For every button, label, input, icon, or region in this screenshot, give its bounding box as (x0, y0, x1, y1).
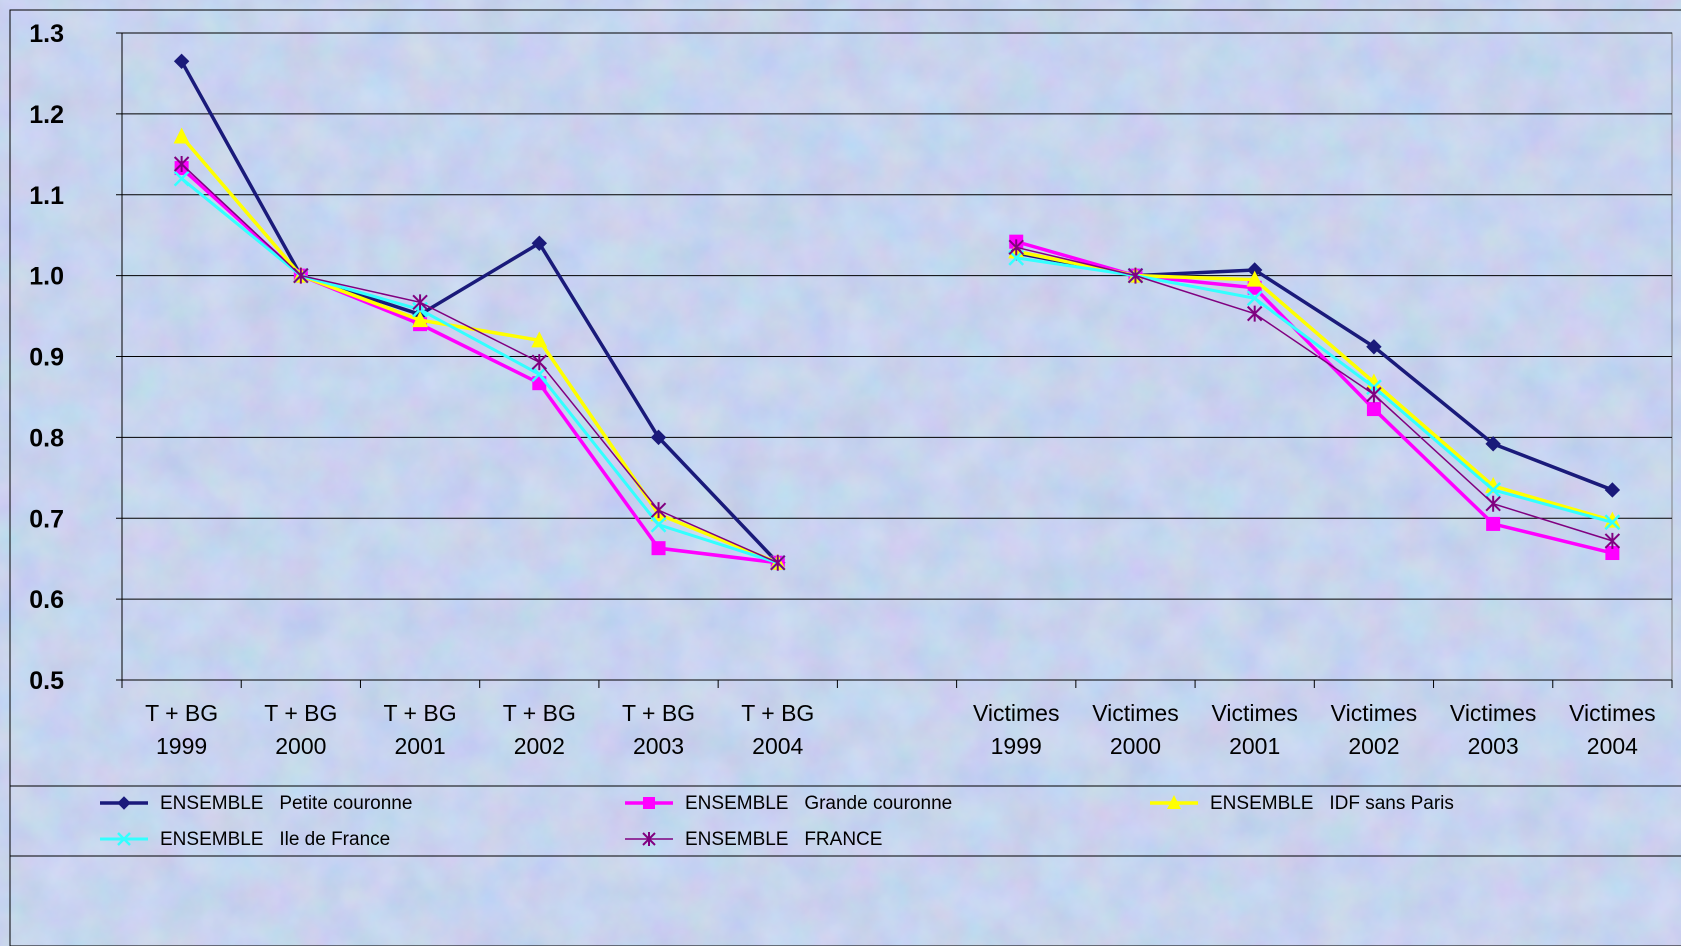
x-tick-label-year: 2003 (1468, 733, 1519, 759)
x-tick-label-year: 2002 (1348, 733, 1399, 759)
data-point (117, 796, 131, 810)
x-tick-label-year: 2001 (394, 733, 445, 759)
y-tick-label: 0.9 (29, 344, 64, 372)
grid (122, 32, 1672, 600)
series-line (181, 163, 779, 564)
legend-label: ENSEMBLE IDF sans Paris (1210, 793, 1454, 814)
legend-item: ENSEMBLE Grande couronne (625, 793, 952, 814)
legend-item: ENSEMBLE Petite couronne (100, 793, 412, 814)
data-point (1485, 436, 1501, 452)
y-tick-label: 0.8 (29, 424, 64, 452)
x-tick-label: T + BG (741, 700, 814, 726)
series-layer (173, 53, 1621, 571)
x-tick-label: T + BG (622, 700, 695, 726)
data-point (1366, 402, 1381, 417)
data-point (173, 127, 190, 144)
y-tick-label: 1.1 (29, 182, 64, 210)
data-point (173, 53, 190, 70)
x-axis: T + BG 1999 T + BG 2000 T + BG 2001 T + BG 2002… (121, 679, 1673, 759)
data-point (1246, 290, 1263, 307)
x-tick-label-year: 2001 (1229, 733, 1280, 759)
legend-item: ENSEMBLE IDF sans Paris (1150, 793, 1454, 814)
x-tick-label-year: 1999 (156, 733, 207, 759)
series-line (1016, 246, 1613, 542)
y-tick-label: 1.2 (29, 101, 64, 129)
series-line (180, 135, 779, 565)
x-tick-label-year: 2000 (1110, 733, 1161, 759)
data-point (1604, 482, 1621, 498)
data-point (1604, 514, 1621, 531)
x-tick-label-year: 2004 (752, 733, 803, 759)
data-point (650, 516, 667, 533)
data-point (1008, 239, 1024, 256)
series-line (1016, 256, 1613, 524)
data-point (643, 797, 655, 809)
x-tick-label: Victimes (1569, 700, 1656, 726)
data-point (650, 429, 667, 446)
x-tick-label: Victimes (1211, 700, 1298, 726)
data-point (651, 541, 666, 556)
data-point (117, 832, 131, 846)
series (173, 156, 1621, 571)
data-point (173, 170, 190, 187)
x-tick-label: T + BG (264, 700, 337, 726)
x-tick-label: Victimes (1331, 700, 1418, 726)
data-point (770, 554, 786, 571)
data-point (531, 331, 548, 348)
data-point (1604, 511, 1621, 528)
series-line (180, 177, 779, 565)
legend-box (9, 785, 1681, 857)
legend-label: ENSEMBLE Petite couronne (160, 793, 412, 814)
x-tick-label: Victimes (1092, 700, 1179, 726)
data-point (1167, 795, 1181, 809)
x-tick-label-year: 2003 (633, 733, 684, 759)
data-point (1246, 305, 1263, 322)
data-point (1366, 386, 1382, 403)
y-tick-label: 0.7 (29, 505, 64, 533)
legend-item: ENSEMBLE Ile de France (100, 829, 390, 850)
outer-frame (9, 9, 1681, 946)
data-point (531, 235, 548, 251)
data-point (1366, 339, 1382, 355)
y-tick-label: 1.3 (29, 20, 64, 48)
y-axis: 0.5 0.6 0.7 0.8 0.9 1.0 1.1 1.2 1.3 (29, 20, 123, 695)
data-point (1604, 532, 1621, 549)
x-tick-label-year: 2002 (514, 733, 565, 759)
data-point (1485, 495, 1501, 512)
x-tick-label: Victimes (1450, 700, 1537, 726)
y-tick-label: 0.5 (29, 667, 64, 695)
data-point (412, 311, 429, 328)
x-tick-label-year: 1999 (991, 733, 1042, 759)
legend-label: ENSEMBLE Grande couronne (685, 793, 952, 814)
series-line (180, 60, 780, 564)
legend-label: ENSEMBLE FRANCE (685, 829, 882, 850)
x-tick-label: T + BG (384, 700, 457, 726)
legend-label: ENSEMBLE Ile de France (160, 829, 390, 850)
legend-item: ENSEMBLE FRANCE (625, 829, 882, 850)
x-tick-label: T + BG (145, 700, 218, 726)
x-tick-label: Victimes (973, 700, 1060, 726)
data-point (1605, 546, 1620, 561)
x-tick-label: T + BG (503, 700, 576, 726)
data-point (412, 294, 428, 311)
data-point (1485, 482, 1502, 498)
data-point (1127, 267, 1144, 284)
y-tick-label: 1.0 (29, 263, 64, 291)
data-point (293, 267, 309, 284)
data-point (650, 502, 667, 519)
data-point (531, 354, 548, 371)
legend: ENSEMBLE Petite couronne ENSEMBLE Grande … (100, 793, 1454, 850)
data-point (1485, 476, 1502, 493)
x-tick-label-year: 2000 (275, 733, 326, 759)
data-point (1246, 270, 1263, 287)
data-point (531, 366, 548, 383)
data-point (173, 156, 190, 173)
x-tick-label-year: 2004 (1587, 733, 1638, 759)
data-point (1486, 516, 1501, 531)
y-tick-label: 0.6 (29, 586, 64, 614)
data-point (642, 832, 656, 846)
